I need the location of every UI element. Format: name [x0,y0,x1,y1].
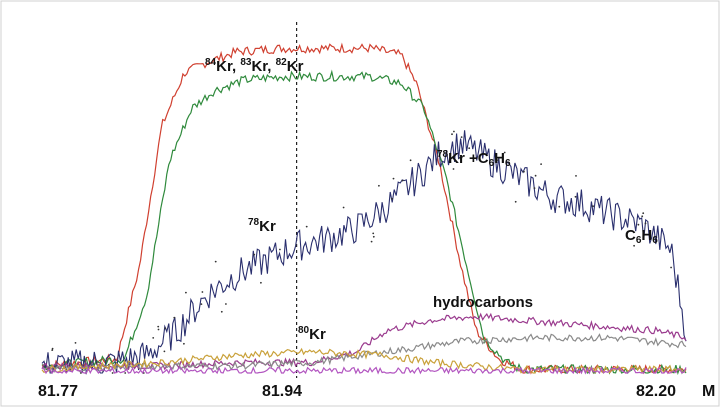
scatter-dot [451,133,453,136]
scatter-dot [497,159,499,162]
scatter-dot [225,303,227,305]
series-line [41,333,687,373]
scatter-dot [409,159,412,162]
scatter-dot [460,136,463,139]
scatter-dot [453,130,455,133]
scatter-dot [372,232,375,235]
scatter-dot [468,147,471,150]
x-axis-label: M [702,383,716,400]
scatter-dot [574,195,577,198]
scatter-dot [391,197,393,200]
scatter-dot [111,372,114,374]
scatter-dot [51,347,54,350]
scatter-dot [670,266,672,269]
series-line [41,42,687,375]
scatter-dot [80,372,82,374]
series-line [41,69,687,376]
scatter-dot [200,303,203,305]
scatter-dot [378,184,380,187]
scatter-dot [157,328,160,331]
scatter-dot [514,200,517,203]
scatter-dot [305,225,308,228]
label-kr80: 80Kr [298,325,326,343]
series-line [41,130,687,375]
x-tick-label: 82.20 [636,383,677,400]
scatter-dot [173,316,176,319]
scatter-dot [253,253,256,256]
scatter-dot [372,235,375,238]
scatter-dot [540,163,542,166]
scatter-dot [642,212,645,215]
label-kr78-c6h6: 78Kr +C6H6 [437,149,511,169]
label-kr-84-83-82: 84Kr, 83Kr, 82Kr [205,57,304,75]
label-hydrocarbons: hydrocarbons [433,294,534,311]
scatter-dot [534,174,537,177]
scatter-dot [558,205,561,208]
scatter-dot [157,325,160,328]
scatter-dot [633,244,635,247]
scatter-dot [641,215,644,218]
scatter-dot [592,205,594,208]
series-line [41,312,687,371]
scatter-dot [152,337,155,339]
scatter-dot [342,206,345,209]
series-line [41,366,687,375]
scatter-dot [452,168,455,170]
scatter-dot [438,154,441,156]
scatter-dot [185,291,187,294]
scatter-dot [401,179,404,182]
scatter-dot [164,327,167,330]
scatter-dot [575,175,577,177]
label-c6h6: C6H6 [625,227,658,246]
scatter-dot [637,223,640,226]
x-tick-label: 81.77 [38,383,79,400]
series-line [41,347,687,374]
scatter-dot [533,187,536,190]
scatter-dot [644,222,647,225]
scatter-dot [220,310,223,313]
scatter-dot [260,281,262,284]
scatter-dot [503,151,506,154]
scatter-dot [458,157,461,159]
scatter-dot [124,372,127,374]
label-kr78: 78Kr [248,217,276,235]
scatter-dot [201,291,204,293]
scatter-dot [370,240,373,243]
scatter-dot [279,248,281,251]
scatter-dot [74,342,77,344]
x-tick-label: 81.94 [262,383,303,400]
scatter-dot [392,177,395,180]
scatter-dot [163,350,166,353]
scatter-dot [51,349,54,351]
scatter-dot [523,170,525,173]
scatter-dot [214,260,217,263]
scatter-dot [183,342,185,345]
